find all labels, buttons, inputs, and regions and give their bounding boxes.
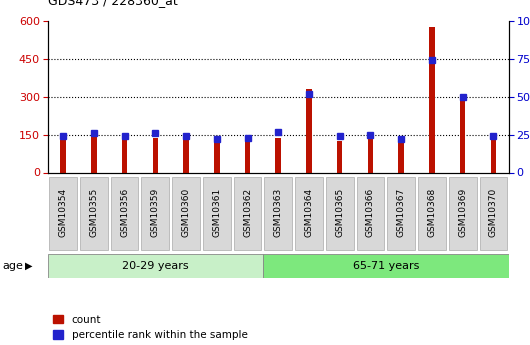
Text: GSM10367: GSM10367 [397,188,405,237]
Bar [153,138,158,172]
FancyBboxPatch shape [387,177,415,250]
Text: GSM10362: GSM10362 [243,188,252,237]
FancyBboxPatch shape [49,177,77,250]
Text: GSM10369: GSM10369 [458,188,467,237]
Text: GSM10360: GSM10360 [182,188,190,237]
Text: GSM10354: GSM10354 [59,188,67,237]
FancyBboxPatch shape [449,177,476,250]
FancyBboxPatch shape [326,177,354,250]
FancyBboxPatch shape [418,177,446,250]
Text: GDS473 / 228360_at: GDS473 / 228360_at [48,0,178,7]
Bar [276,138,281,172]
Bar [306,89,312,172]
Text: GSM10361: GSM10361 [213,188,221,237]
FancyBboxPatch shape [480,177,507,250]
FancyBboxPatch shape [357,177,384,250]
FancyBboxPatch shape [263,254,509,278]
Bar [337,141,342,172]
Bar [183,138,189,172]
Text: 65-71 years: 65-71 years [352,261,419,270]
FancyBboxPatch shape [111,177,138,250]
FancyBboxPatch shape [234,177,261,250]
Text: GSM10368: GSM10368 [428,188,436,237]
Text: GSM10356: GSM10356 [120,188,129,237]
Bar [460,98,465,172]
Text: GSM10366: GSM10366 [366,188,375,237]
Text: GSM10355: GSM10355 [90,188,98,237]
Bar [60,140,66,172]
Bar [368,137,373,172]
Text: age: age [3,261,23,270]
Text: GSM10359: GSM10359 [151,188,160,237]
Text: ▶: ▶ [25,261,32,270]
FancyBboxPatch shape [48,254,263,278]
FancyBboxPatch shape [172,177,200,250]
Bar [214,140,219,172]
FancyBboxPatch shape [264,177,292,250]
Text: GSM10363: GSM10363 [274,188,282,237]
Bar [491,140,496,172]
Bar [122,137,127,172]
Text: 20-29 years: 20-29 years [122,261,189,270]
FancyBboxPatch shape [80,177,108,250]
Text: GSM10365: GSM10365 [335,188,344,237]
Bar [399,140,404,172]
FancyBboxPatch shape [295,177,323,250]
Text: GSM10364: GSM10364 [305,188,313,237]
Bar [429,27,435,172]
Bar [91,136,96,172]
Bar [245,138,250,172]
FancyBboxPatch shape [203,177,231,250]
Text: GSM10370: GSM10370 [489,188,498,237]
Legend: count, percentile rank within the sample: count, percentile rank within the sample [53,315,248,340]
FancyBboxPatch shape [142,177,169,250]
